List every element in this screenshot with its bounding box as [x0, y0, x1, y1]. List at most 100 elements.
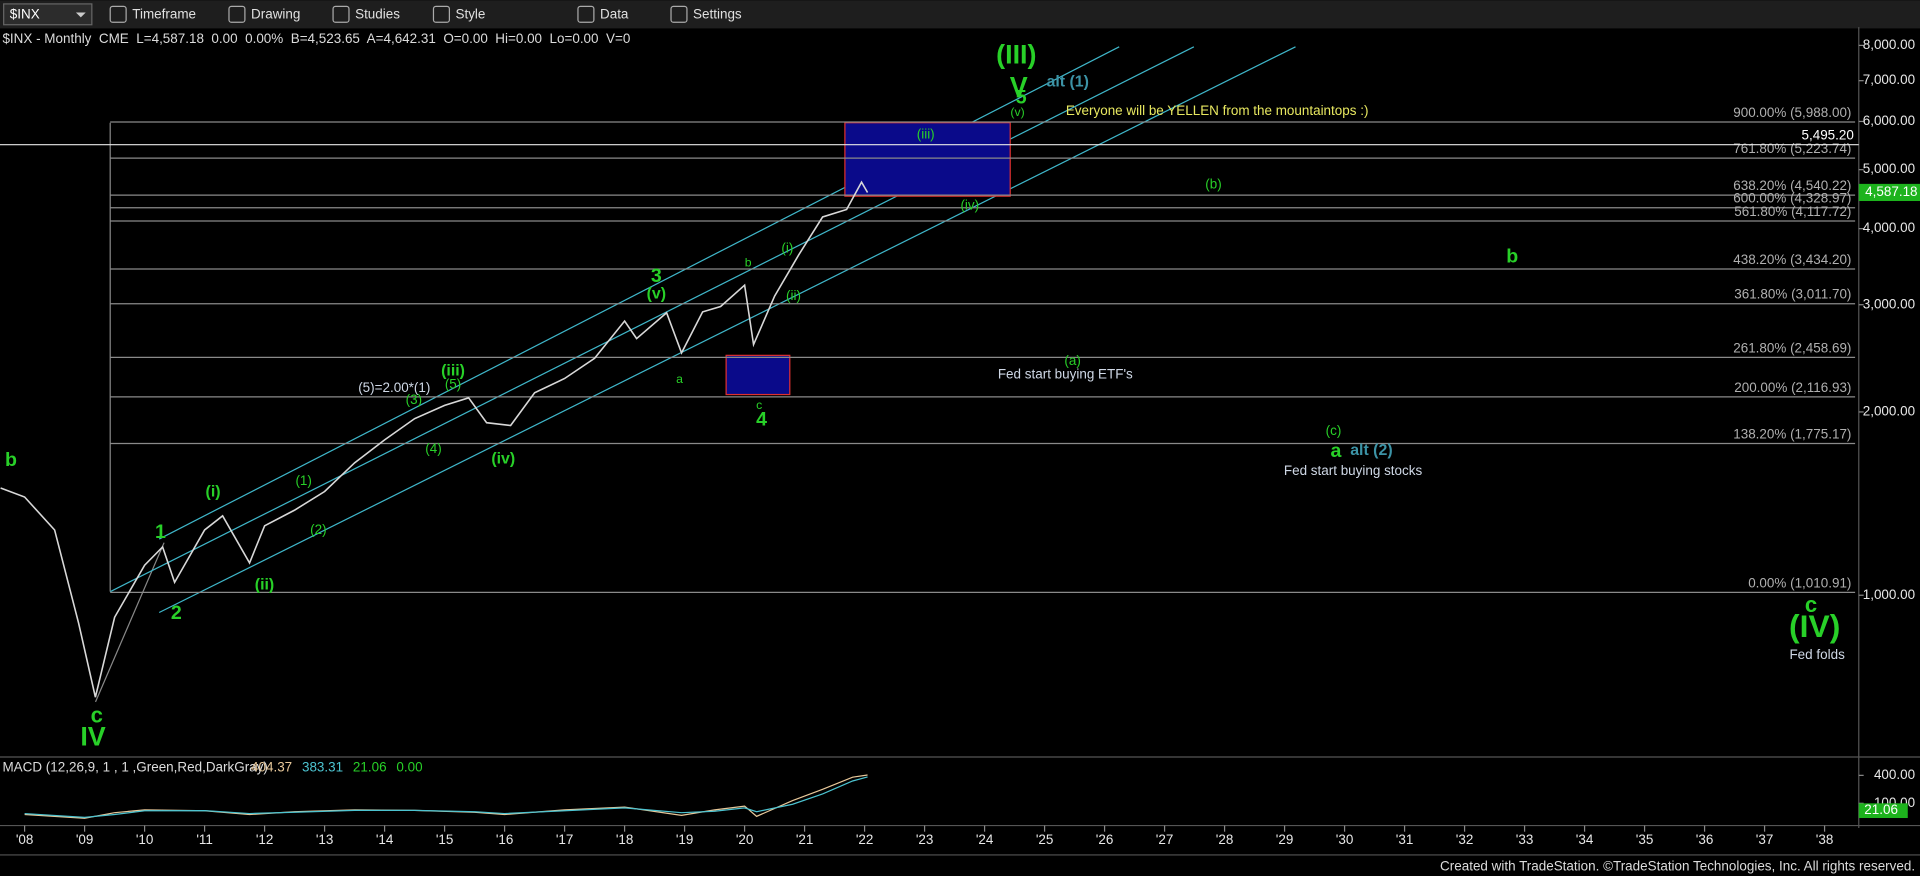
x-tick-label: '33 — [1516, 832, 1534, 847]
wave-label: (i) — [781, 240, 793, 255]
symbol[interactable]: $INX — [10, 7, 40, 22]
x-tick-label: '18 — [616, 832, 634, 847]
dropdown-arrow — [75, 12, 86, 18]
wave-label: Fed start buying stocks — [1284, 463, 1423, 478]
wave-label: 5 — [1016, 86, 1027, 108]
target-box — [725, 354, 791, 396]
x-tick-label: '35 — [1636, 832, 1654, 847]
x-tick-label: '27 — [1156, 832, 1174, 847]
x-tick-label: '31 — [1396, 832, 1414, 847]
wave-label: (iii) — [441, 362, 465, 379]
y-tick-label: 3,000.00 — [1863, 296, 1915, 311]
x-tick-label: '38 — [1816, 832, 1834, 847]
target-box — [844, 122, 1011, 197]
wave-label: (4) — [425, 441, 441, 456]
trend-line — [94, 542, 165, 703]
fib-label: 900.00% (5,988.00) — [1733, 105, 1851, 120]
x-tick-label: '11 — [196, 832, 213, 847]
wave-label: 2 — [171, 602, 182, 624]
wave-label: c — [91, 702, 103, 727]
toolbar-icon — [670, 5, 688, 23]
indicator-readout: 383.31 — [302, 760, 343, 775]
y-tick-label: 4,000.00 — [1863, 220, 1915, 235]
x-tick-label: '37 — [1756, 832, 1774, 847]
wave-label: (iv) — [960, 198, 979, 213]
x-tick-label: '23 — [916, 832, 934, 847]
price-tag — [1858, 183, 1920, 202]
wave-label: V — [1010, 72, 1028, 102]
fib-label: 261.80% (2,458.69) — [1733, 340, 1851, 355]
indicator-line — [24, 776, 868, 818]
x-tick-label: '16 — [496, 832, 514, 847]
fib-label: 438.20% (3,434.20) — [1733, 252, 1851, 267]
x-tick-label: '15 — [436, 832, 454, 847]
footer: Created with TradeStation. ©TradeStation… — [1440, 859, 1915, 874]
x-tick-label: '22 — [856, 832, 874, 847]
fib-label: 600.00% (4,328.97) — [1733, 191, 1851, 206]
wave-label: 1 — [155, 521, 166, 543]
toolbar-icon — [432, 5, 450, 23]
wave-label: alt (1) — [1047, 73, 1089, 90]
x-tick-label: '12 — [256, 832, 274, 847]
x-tick-label: '24 — [976, 832, 994, 847]
fib-label: 761.80% (5,223.74) — [1733, 141, 1851, 156]
wave-label: c — [756, 398, 762, 412]
marker-label: 5,495.20 — [1802, 128, 1854, 143]
toolbar-button[interactable]: Data — [600, 7, 629, 22]
price-line — [0, 180, 869, 698]
toolbar-button[interactable]: Studies — [355, 7, 400, 22]
toolbar-icon — [109, 5, 127, 23]
wave-label: b — [745, 256, 752, 270]
wave-label: (b) — [1205, 177, 1221, 192]
toolbar-button[interactable]: Timeframe — [132, 7, 196, 22]
fib-label: 638.20% (4,540.22) — [1733, 178, 1851, 193]
fib-label: 0.00% (1,010.91) — [1748, 575, 1851, 590]
wave-label: (iv) — [491, 451, 515, 468]
fib-label: 361.80% (3,011.70) — [1734, 287, 1851, 302]
wave-label: (ii) — [255, 577, 274, 594]
x-tick-label: '20 — [736, 832, 754, 847]
wave-label: (1) — [295, 473, 311, 488]
y-tick-label: 1,000.00 — [1863, 587, 1915, 602]
x-tick-label: '32 — [1456, 832, 1474, 847]
wave-label: 3 — [651, 265, 662, 287]
wave-label: alt (2) — [1350, 442, 1392, 459]
x-tick-label: '34 — [1576, 832, 1594, 847]
x-tick-label: '36 — [1696, 832, 1714, 847]
x-tick-label: '19 — [676, 832, 694, 847]
fib-label: 138.20% (1,775.17) — [1733, 426, 1851, 441]
toolbar-button[interactable]: Style — [456, 7, 486, 22]
wave-label: Fed folds — [1789, 647, 1845, 662]
wave-label: (5)=2.00*(1) — [358, 380, 430, 395]
x-tick-label: '26 — [1096, 832, 1114, 847]
fib-label: 561.80% (4,117.72) — [1734, 204, 1851, 219]
x-tick-label: '08 — [16, 832, 34, 847]
wave-label: (v) — [647, 285, 666, 302]
indicator-tag-label: 21.06 — [1864, 802, 1898, 817]
wave-label: b — [1506, 246, 1518, 268]
toolbar-button[interactable]: Drawing — [251, 7, 300, 22]
wave-label: Fed start buying ETF's — [998, 367, 1133, 382]
y-tick-label: 5,000.00 — [1863, 161, 1915, 176]
wave-label: IV — [80, 722, 105, 752]
symbol-box[interactable] — [3, 3, 93, 26]
wave-label: a — [1330, 440, 1342, 462]
wave-label: (2) — [310, 522, 326, 537]
x-tick-label: '10 — [136, 832, 154, 847]
toolbar — [0, 0, 1920, 29]
indicator-title: MACD (12,26,9, 1 , 1 ,Green,Red,DarkGray… — [2, 760, 267, 775]
channel-line — [109, 46, 1195, 593]
y-tick-label: 400.00 — [1874, 767, 1915, 782]
wave-label: (3) — [406, 392, 422, 407]
toolbar-button[interactable]: Settings — [693, 7, 742, 22]
x-tick-label: '17 — [556, 832, 574, 847]
channel-line — [158, 46, 1296, 614]
toolbar-icon — [228, 5, 246, 23]
wave-label: (c) — [1326, 423, 1342, 438]
x-tick-label: '28 — [1216, 832, 1234, 847]
wave-label: (a) — [1064, 353, 1080, 368]
wave-label: c — [1805, 592, 1817, 617]
y-tick-label: 2,000.00 — [1863, 404, 1915, 419]
price-tag-label: 4,587.18 — [1865, 184, 1917, 199]
